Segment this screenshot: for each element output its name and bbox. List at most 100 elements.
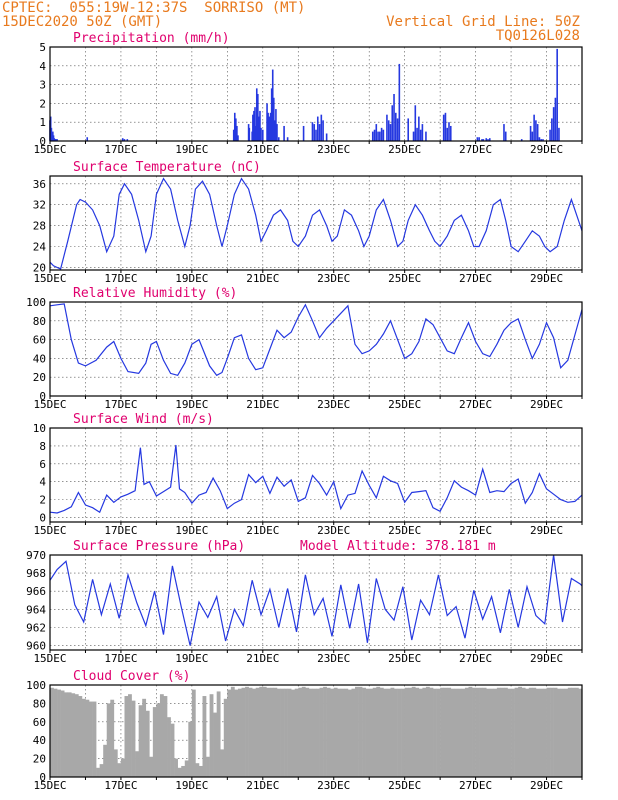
precip-bar — [558, 127, 560, 141]
cloud-bar — [379, 687, 384, 777]
cloud-xtick-label: 25DEC — [388, 779, 421, 792]
precip-bar — [393, 94, 395, 141]
cloud-bar — [170, 723, 175, 777]
wind-ytick-label: 10 — [33, 422, 46, 435]
temp-xtick-label: 27DEC — [459, 272, 492, 285]
cloud-bar — [525, 688, 530, 777]
precip-bar — [396, 118, 399, 141]
precip-bar — [271, 69, 274, 141]
precip-bar — [54, 139, 57, 141]
cloud-bar — [89, 701, 93, 777]
precip-bar — [232, 129, 235, 141]
cloud-bar — [358, 686, 363, 777]
cloud-bar — [294, 688, 299, 777]
precip-bar — [416, 127, 418, 141]
cloud-panel: 0 20 40 60 80 100 15DEC 17DEC 19DEC 21DEC 23DEC 25D… — [26, 669, 583, 792]
cloud-bar — [92, 701, 97, 777]
cloud-bar — [436, 688, 441, 777]
cloud-bar — [191, 689, 196, 777]
pressure-xtick-label: 19DEC — [175, 652, 208, 665]
precip-bar — [395, 112, 397, 141]
cloud-bar — [159, 694, 164, 777]
cloud-bar — [433, 688, 437, 777]
cloud-bar — [333, 687, 338, 777]
rh-ytick-label: 40 — [33, 352, 46, 365]
cloud-bar — [344, 688, 349, 777]
cloud-bar — [269, 687, 274, 777]
cloud-bar — [78, 696, 83, 777]
precip-bar — [488, 138, 491, 141]
cloud-bar — [67, 692, 72, 777]
precip-bar — [536, 124, 539, 141]
cloud-bar — [195, 763, 200, 777]
cloud-bar — [106, 703, 111, 777]
precip-frame — [49, 46, 583, 142]
rh-title: Relative Humidity (%) — [73, 286, 237, 301]
cloud-bar — [518, 686, 523, 777]
precip-bar — [255, 88, 258, 141]
wind-ytick-label: 8 — [39, 440, 46, 453]
wind-ytick-label: 6 — [39, 458, 46, 471]
precip-bar — [538, 137, 541, 141]
rh-ytick-label: 80 — [33, 315, 46, 328]
cloud-bar — [81, 698, 86, 777]
precip-bar — [446, 127, 449, 141]
cloud-bar — [163, 696, 168, 777]
precip-bar — [318, 124, 321, 141]
cloud-bar — [461, 688, 466, 777]
cloud-bar — [390, 687, 395, 777]
cloud-bar — [429, 687, 434, 777]
precip-ytick-label: 0 — [39, 135, 46, 148]
wind-frame — [49, 427, 583, 523]
precip-ytick-label: 2 — [39, 97, 46, 110]
temp-xtick-label: 23DEC — [317, 272, 350, 285]
precip-bar — [481, 139, 483, 141]
precip-bar — [379, 131, 381, 141]
cloud-bar — [230, 686, 235, 777]
temp-ytick-label: 24 — [33, 241, 47, 254]
pressure-xtick-label: 27DEC — [459, 652, 492, 665]
precip-bar — [554, 97, 557, 141]
cloud-bar — [245, 686, 249, 777]
precip-bar — [123, 139, 126, 141]
cloud-xtick-label: 17DEC — [104, 779, 137, 792]
temp-xtick-label: 19DEC — [175, 272, 208, 285]
cloud-bar — [337, 688, 342, 777]
cloud-bar — [539, 688, 544, 777]
temp-xtick-label: 29DEC — [530, 272, 563, 285]
pressure-line — [49, 554, 583, 646]
cloud-bar — [511, 688, 515, 777]
precip-bar — [386, 114, 388, 141]
precip-ytick-label: 4 — [39, 60, 46, 73]
cloud-bar — [103, 744, 108, 777]
temp-line — [49, 177, 583, 270]
precip-bar — [504, 131, 507, 141]
precip-bar — [302, 125, 305, 141]
precip-bar — [476, 137, 479, 141]
cloud-bar — [443, 687, 448, 777]
cloud-bar — [305, 687, 310, 777]
precip-bar — [529, 125, 532, 141]
cloud-bar — [209, 694, 214, 777]
rh-xtick-label: 27DEC — [459, 398, 492, 411]
rh-line — [49, 303, 583, 377]
temp-ytick-label: 28 — [33, 220, 46, 233]
wind-xtick-label: 21DEC — [246, 524, 279, 537]
precip-bar — [412, 131, 415, 141]
cloud-bar — [386, 688, 391, 777]
precip-xtick-label: 15DEC — [33, 143, 66, 156]
cloud-bar — [145, 710, 150, 777]
precip-bar — [276, 124, 278, 141]
cloud-ytick-label: 20 — [33, 753, 46, 766]
precip-bar — [551, 118, 553, 141]
cloud-bar — [128, 694, 132, 777]
precip-bar — [503, 124, 505, 141]
precip-bar — [320, 114, 323, 141]
cloud-bar — [425, 686, 430, 777]
cloud-xtick-label: 15DEC — [33, 779, 66, 792]
cloud-bar — [50, 687, 54, 777]
cloud-bar — [53, 688, 58, 777]
cloud-bar — [198, 765, 203, 777]
cloud-bar — [557, 688, 562, 777]
cloud-bar — [213, 712, 217, 777]
